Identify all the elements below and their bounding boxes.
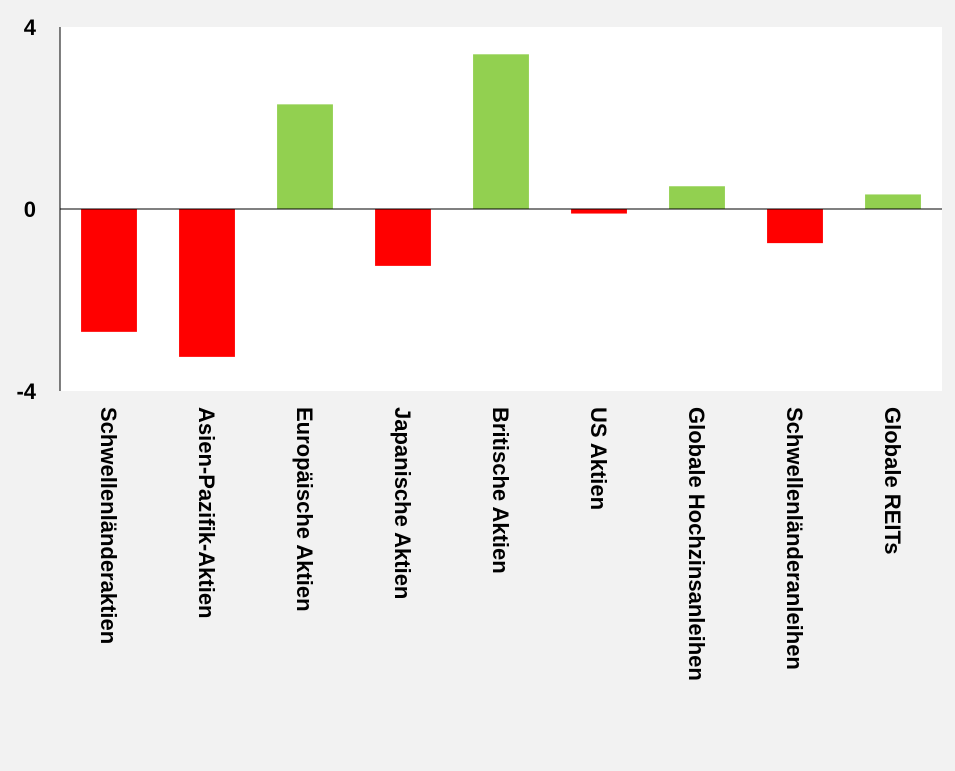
bar: [473, 54, 529, 209]
y-tick-label: -4: [16, 379, 36, 404]
category-label: Schwellenländeraktien: [96, 407, 121, 644]
category-label: Asien-Pazifik-Aktien: [194, 407, 219, 619]
bar: [375, 209, 431, 266]
y-tick-label: 4: [24, 15, 37, 40]
bar: [277, 104, 333, 209]
bar: [571, 209, 627, 214]
category-label: Schwellenländeranleihen: [782, 407, 807, 670]
y-tick-labels: -4 0 4: [16, 15, 36, 404]
bar: [179, 209, 235, 357]
bars-group: [81, 54, 921, 357]
y-tick-label: 0: [24, 197, 36, 222]
bar: [81, 209, 137, 332]
category-label: Globale REITs: [880, 407, 905, 555]
category-labels: Schwellenländeraktien Asien-Pazifik-Aktie…: [96, 407, 905, 681]
category-label: US Aktien: [586, 407, 611, 510]
category-label: Europäische Aktien: [292, 407, 317, 612]
bar: [767, 209, 823, 244]
bar: [865, 194, 921, 209]
bar: [669, 186, 725, 209]
category-label: Japanische Aktien: [390, 407, 415, 599]
category-label: Globale Hochzinsanleihen: [684, 407, 709, 681]
category-label: Britische Aktien: [488, 407, 513, 574]
